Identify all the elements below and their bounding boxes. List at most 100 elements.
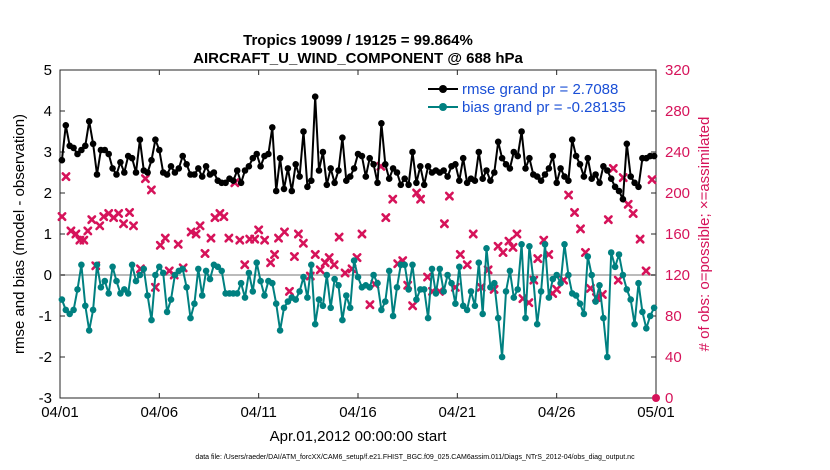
obs-point <box>260 235 270 245</box>
rmse-point <box>163 171 171 178</box>
y-tick-label: 5 <box>44 62 52 79</box>
obs-point <box>570 207 580 217</box>
rmse-point <box>463 179 471 187</box>
bias-point <box>319 302 327 310</box>
bias-point <box>393 284 401 291</box>
bias-point <box>475 259 483 267</box>
obs-point <box>160 233 170 243</box>
bias-point <box>296 288 303 295</box>
bias-point <box>85 327 93 334</box>
rmse-point <box>635 183 642 191</box>
obs-point <box>240 260 250 270</box>
rmse-point <box>444 173 451 180</box>
rmse-point <box>335 167 342 174</box>
bias-point <box>237 279 245 287</box>
rmse-point <box>580 173 588 180</box>
bias-point <box>389 312 397 320</box>
bias-point <box>206 275 214 283</box>
obs-point <box>310 250 320 260</box>
chart-subtitle: AIRCRAFT_U_WIND_COMPONENT @ 688 hPa <box>193 50 523 67</box>
obs-point <box>623 199 633 209</box>
obs-point <box>455 250 465 260</box>
obs-point <box>155 240 165 250</box>
bias-point <box>580 310 588 318</box>
rmse-point <box>230 177 237 184</box>
obs-point <box>613 275 623 285</box>
bias-point <box>549 275 557 283</box>
bias-point <box>109 263 116 271</box>
obs-point <box>191 229 201 239</box>
bias-point <box>530 275 537 283</box>
bias-point <box>171 271 179 279</box>
rmse-point <box>498 154 506 162</box>
bias-point <box>467 288 475 295</box>
bias-point <box>510 294 518 301</box>
rmse-point <box>510 148 518 156</box>
rmse-point <box>323 181 331 189</box>
rmse-point <box>417 163 424 170</box>
rmse-point <box>533 173 541 180</box>
y-tick-label: 3 <box>44 144 52 161</box>
rmse-point <box>604 167 611 174</box>
bias-point <box>639 308 646 316</box>
bias-point <box>346 304 354 312</box>
bias-point <box>428 265 436 273</box>
rmse-point <box>311 93 319 100</box>
bias-point <box>140 265 148 273</box>
rmse-point <box>366 154 374 162</box>
bias-point <box>518 241 525 248</box>
obs-point <box>334 232 344 242</box>
bias-point <box>132 277 140 285</box>
legend: rmse grand pr = 2.7088 bias grand pr = -… <box>428 81 626 116</box>
bias-point <box>343 292 350 299</box>
bias-point <box>471 302 479 310</box>
rmse-point <box>440 167 448 174</box>
obs-point <box>340 268 350 278</box>
obs-point <box>504 236 514 246</box>
obs-point <box>284 286 294 296</box>
bias-point <box>584 253 592 260</box>
bias-point <box>323 271 331 279</box>
rmse-point <box>623 140 631 148</box>
rmse-point <box>253 150 260 158</box>
rmse-point <box>522 165 529 172</box>
obs-point <box>388 194 398 204</box>
obs-point <box>508 242 518 252</box>
x-tick-label: 04/06 <box>141 404 179 421</box>
bias-point <box>619 271 627 279</box>
obs-point <box>254 225 264 235</box>
rmse-point <box>518 128 525 135</box>
bias-point <box>409 261 416 269</box>
bias-point <box>382 298 389 305</box>
obs-point <box>329 260 339 270</box>
bias-point <box>643 325 650 332</box>
obs-point <box>576 224 586 234</box>
rmse-point <box>343 177 350 184</box>
rmse-point <box>611 183 619 191</box>
rmse-point <box>374 179 381 187</box>
bias-point <box>448 279 455 287</box>
rmse-point <box>93 171 101 178</box>
rmse-point <box>553 179 560 187</box>
y-right-tick-label: 80 <box>665 308 682 325</box>
rmse-point <box>331 179 338 187</box>
obs-point <box>412 188 422 198</box>
bias-point <box>179 265 186 273</box>
chart-title: Tropics 19099 / 19125 = 99.864% <box>243 32 473 49</box>
plot-area <box>59 69 657 399</box>
bias-point <box>611 263 619 271</box>
rmse-point <box>82 142 89 150</box>
bias-point <box>494 314 502 322</box>
bias-point <box>405 286 412 293</box>
bias-point <box>70 306 77 314</box>
bias-point <box>124 290 132 297</box>
bias-point <box>257 277 264 285</box>
rmse-point <box>109 165 116 172</box>
rmse-point <box>502 161 510 168</box>
bias-point <box>596 282 603 289</box>
bias-point <box>440 288 448 295</box>
bias-point <box>479 310 487 318</box>
bias-point <box>615 251 623 258</box>
y-right-tick-label: 280 <box>665 103 690 120</box>
rmse-point <box>191 171 198 178</box>
